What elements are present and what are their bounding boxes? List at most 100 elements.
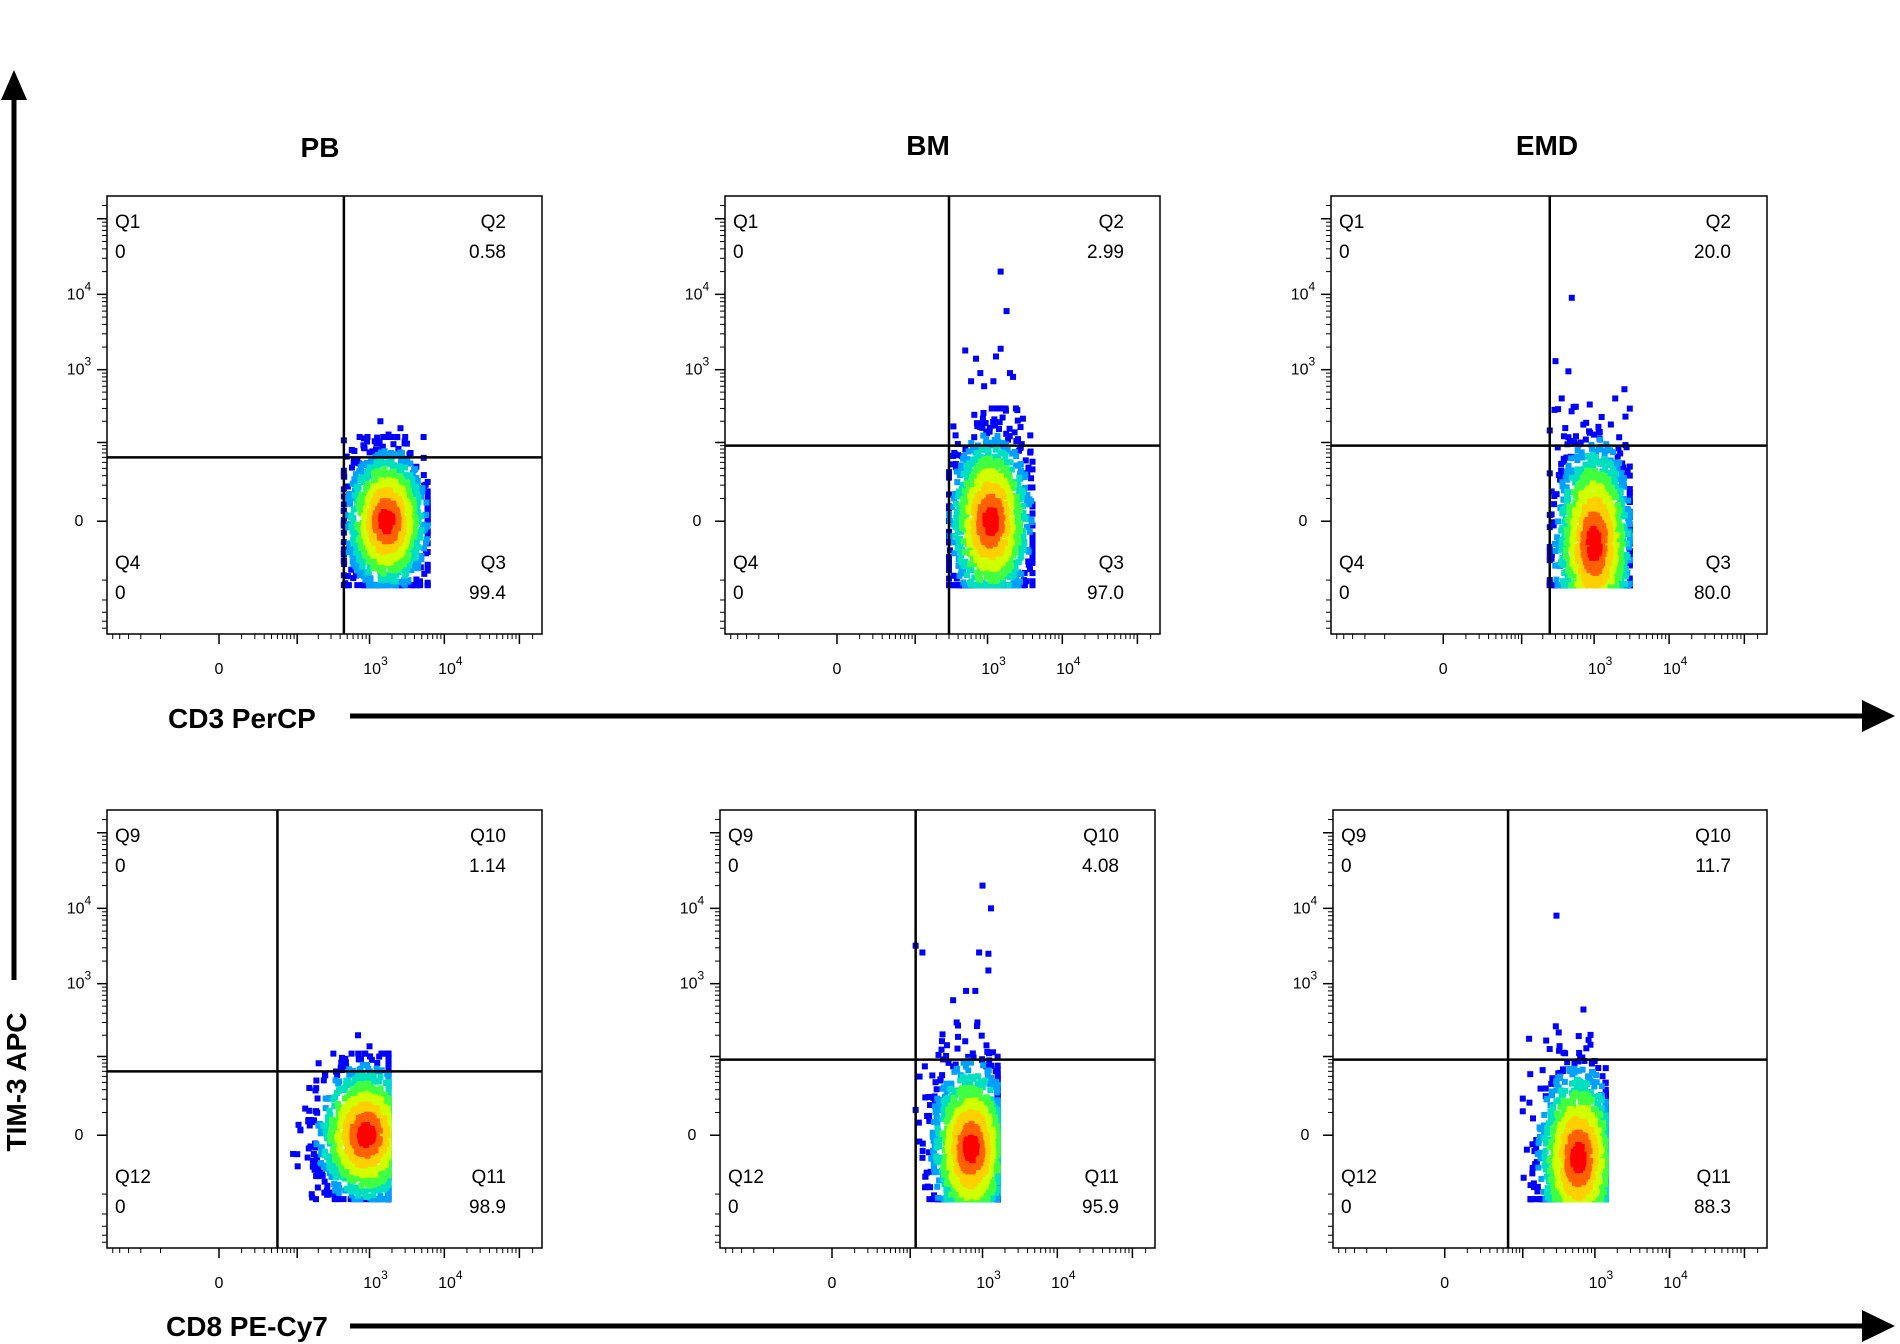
event bbox=[338, 1059, 345, 1066]
quadrant-name-top-right: Q2 bbox=[1099, 212, 1124, 233]
event bbox=[1573, 453, 1580, 460]
event bbox=[335, 1181, 342, 1188]
event bbox=[1589, 512, 1596, 519]
event bbox=[424, 567, 431, 574]
event bbox=[356, 1196, 363, 1203]
event bbox=[370, 1185, 377, 1192]
event bbox=[357, 477, 364, 484]
event bbox=[344, 573, 351, 580]
event bbox=[1029, 582, 1036, 589]
event bbox=[306, 1107, 313, 1114]
event bbox=[1615, 559, 1622, 566]
event bbox=[340, 1196, 347, 1203]
event bbox=[407, 582, 414, 589]
event bbox=[1599, 526, 1606, 533]
event bbox=[417, 533, 424, 540]
x-tick-label: 104 bbox=[1056, 654, 1081, 678]
event bbox=[1014, 407, 1021, 414]
event bbox=[394, 566, 401, 573]
event bbox=[320, 1077, 327, 1084]
y-tick-label: 0 bbox=[693, 513, 702, 530]
event bbox=[996, 419, 1003, 426]
event bbox=[968, 439, 975, 446]
event bbox=[348, 1050, 355, 1057]
event bbox=[990, 418, 997, 425]
quadrant-name-bottom-left: Q4 bbox=[115, 553, 141, 574]
event bbox=[958, 466, 965, 473]
event-cloud bbox=[290, 1032, 392, 1203]
x-tick-label: 0 bbox=[215, 1275, 224, 1292]
quadrant-percent-top-right: 0.58 bbox=[469, 242, 506, 263]
event bbox=[1018, 571, 1025, 578]
event bbox=[1019, 415, 1026, 422]
event bbox=[385, 1091, 392, 1098]
event bbox=[1595, 423, 1602, 430]
event bbox=[390, 451, 397, 458]
event bbox=[383, 1095, 390, 1102]
event bbox=[1625, 515, 1632, 522]
event bbox=[400, 540, 407, 547]
event bbox=[1548, 511, 1555, 518]
event bbox=[397, 579, 404, 586]
event bbox=[375, 1196, 382, 1203]
event bbox=[993, 455, 1000, 462]
event bbox=[972, 582, 979, 589]
event bbox=[321, 1148, 328, 1155]
event bbox=[390, 441, 397, 448]
event bbox=[1598, 414, 1605, 421]
event bbox=[982, 564, 989, 571]
x-tick-label: 104 bbox=[438, 1268, 463, 1292]
event bbox=[1013, 452, 1020, 459]
event bbox=[327, 1133, 334, 1140]
event bbox=[1583, 491, 1590, 498]
event bbox=[313, 1141, 320, 1148]
y-minor-ticks bbox=[97, 204, 107, 629]
x-tick-label: 104 bbox=[438, 654, 463, 678]
event bbox=[1589, 484, 1596, 491]
event bbox=[961, 549, 968, 556]
event bbox=[347, 500, 354, 507]
event bbox=[348, 566, 355, 573]
event bbox=[379, 461, 386, 468]
event bbox=[348, 1192, 355, 1199]
quadrant-name-bottom-right: Q3 bbox=[1099, 553, 1124, 574]
event bbox=[410, 562, 417, 569]
event bbox=[344, 1094, 351, 1101]
event bbox=[323, 1187, 330, 1194]
event bbox=[1591, 548, 1598, 555]
event bbox=[1558, 395, 1565, 402]
quadrant-percent-bottom-left: 0 bbox=[115, 583, 126, 604]
event bbox=[987, 518, 994, 525]
event bbox=[1610, 494, 1617, 501]
event bbox=[366, 473, 373, 480]
event bbox=[1606, 520, 1613, 527]
event bbox=[1616, 575, 1623, 582]
event bbox=[359, 462, 366, 469]
plot-frame bbox=[106, 195, 543, 635]
event bbox=[379, 480, 386, 487]
event bbox=[351, 1070, 358, 1077]
event bbox=[421, 545, 428, 552]
event bbox=[971, 411, 978, 418]
event bbox=[344, 495, 351, 502]
event bbox=[1551, 406, 1558, 413]
x-minor-ticks bbox=[1336, 634, 1759, 644]
event bbox=[966, 460, 973, 467]
x-tick-label: 103 bbox=[1588, 654, 1613, 678]
event bbox=[987, 479, 994, 486]
event bbox=[1611, 470, 1618, 477]
event bbox=[1607, 565, 1614, 572]
event bbox=[1003, 430, 1010, 437]
event bbox=[363, 486, 370, 493]
event bbox=[1578, 507, 1585, 514]
event bbox=[994, 458, 1001, 465]
event bbox=[362, 1073, 369, 1080]
event bbox=[333, 1125, 340, 1132]
event bbox=[955, 562, 962, 569]
event bbox=[1614, 501, 1621, 508]
event bbox=[1596, 460, 1603, 467]
event bbox=[992, 446, 999, 453]
event bbox=[958, 528, 965, 535]
sparse-event bbox=[1568, 294, 1575, 301]
event bbox=[1017, 544, 1024, 551]
